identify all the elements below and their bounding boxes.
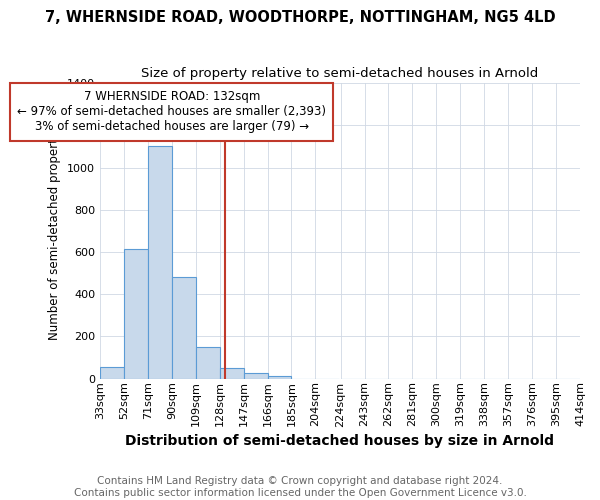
X-axis label: Distribution of semi-detached houses by size in Arnold: Distribution of semi-detached houses by … — [125, 434, 554, 448]
Text: 7, WHERNSIDE ROAD, WOODTHORPE, NOTTINGHAM, NG5 4LD: 7, WHERNSIDE ROAD, WOODTHORPE, NOTTINGHA… — [44, 10, 556, 25]
Bar — [244, 374, 268, 378]
Text: 7 WHERNSIDE ROAD: 132sqm
← 97% of semi-detached houses are smaller (2,393)
3% of: 7 WHERNSIDE ROAD: 132sqm ← 97% of semi-d… — [17, 90, 326, 134]
Bar — [220, 368, 244, 378]
Bar — [268, 376, 292, 378]
Bar — [100, 366, 124, 378]
Title: Size of property relative to semi-detached houses in Arnold: Size of property relative to semi-detach… — [142, 68, 539, 80]
Y-axis label: Number of semi-detached properties: Number of semi-detached properties — [49, 122, 61, 340]
Bar — [124, 249, 148, 378]
Text: Contains HM Land Registry data © Crown copyright and database right 2024.
Contai: Contains HM Land Registry data © Crown c… — [74, 476, 526, 498]
Bar — [196, 347, 220, 378]
Bar — [172, 278, 196, 378]
Bar — [148, 146, 172, 378]
